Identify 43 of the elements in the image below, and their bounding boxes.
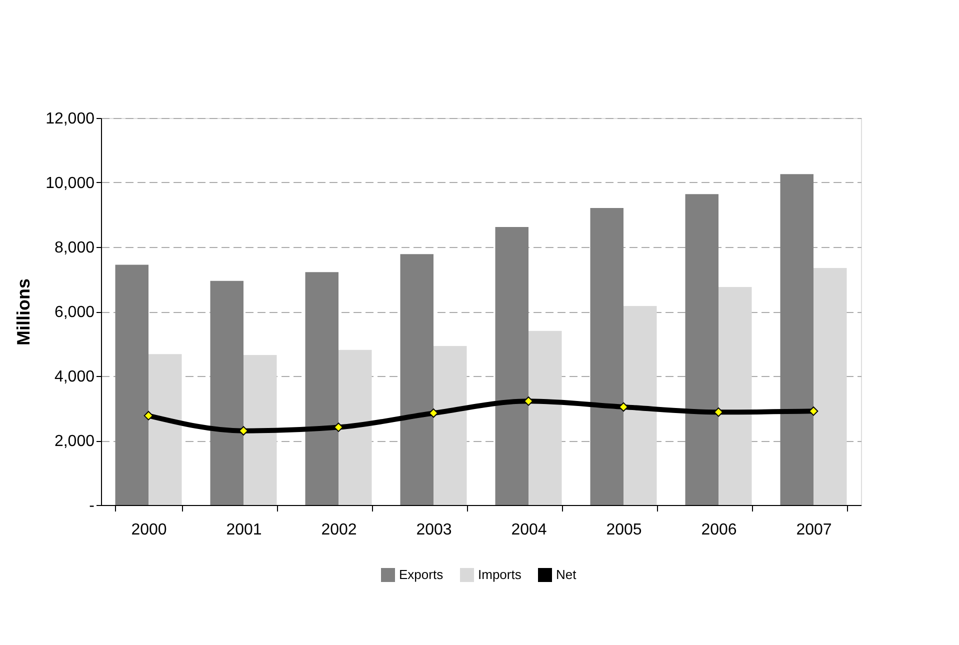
bar [718, 286, 752, 505]
y-tick-label: 10,000 [46, 175, 95, 192]
bar [244, 355, 277, 505]
y-tick-label: 2,000 [54, 433, 95, 450]
x-tick-label: 2003 [416, 522, 452, 538]
x-tick-label: 2000 [131, 522, 167, 538]
x-tick-label: 2004 [511, 522, 547, 538]
y-tick-label: - [89, 498, 94, 514]
y-tick-label: 12,000 [46, 110, 95, 128]
bar [528, 330, 562, 505]
x-tick-label: 2006 [701, 522, 737, 538]
point [618, 402, 628, 412]
point [334, 422, 344, 432]
point [714, 407, 724, 417]
bar [210, 280, 244, 505]
bar [400, 254, 434, 505]
point [524, 396, 534, 406]
x-tick-label: 2007 [796, 522, 832, 538]
y-tick-label: 6,000 [54, 304, 95, 321]
bar [305, 272, 338, 505]
bar [338, 350, 372, 505]
bar [148, 354, 182, 505]
y-axis-title: Millions [14, 278, 34, 346]
bar [495, 227, 528, 505]
point [144, 410, 154, 420]
bar [685, 194, 718, 505]
bar [590, 208, 624, 505]
bar [624, 306, 657, 505]
point [808, 406, 818, 416]
bar [780, 174, 814, 505]
legend-label: Imports [478, 567, 522, 582]
legend-label: Net [556, 567, 577, 582]
x-tick-label: 2001 [226, 522, 262, 538]
legend-label: Exports [399, 567, 444, 582]
y-tick-label: 8,000 [54, 240, 95, 256]
bar [814, 268, 847, 505]
y-tick-label: 4,000 [54, 368, 95, 386]
bar [115, 264, 148, 505]
x-tick-label: 2005 [606, 522, 642, 538]
x-tick-label: 2002 [321, 522, 357, 538]
point [428, 408, 438, 418]
point [238, 426, 248, 436]
bar [434, 346, 467, 505]
